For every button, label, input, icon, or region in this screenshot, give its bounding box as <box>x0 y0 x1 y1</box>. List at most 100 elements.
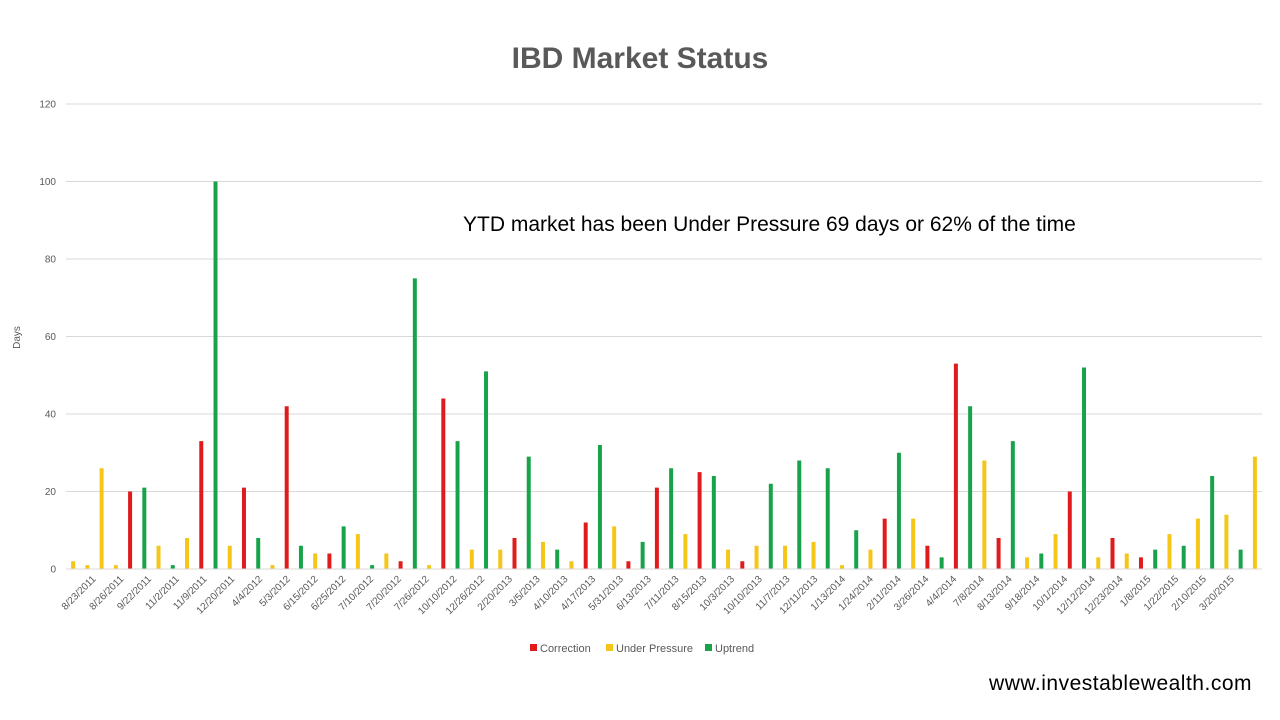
bar-correction <box>398 561 403 569</box>
y-tick-label: 20 <box>45 487 57 498</box>
bar-uptrend <box>170 565 175 570</box>
bar-correction <box>740 561 745 569</box>
legend-swatch-uptrend <box>705 644 712 651</box>
bar-under-pressure <box>355 534 360 570</box>
bar-correction <box>626 561 631 569</box>
y-tick-label: 80 <box>45 255 57 266</box>
bars <box>71 181 1257 570</box>
bar-under-pressure <box>71 561 76 569</box>
bar-under-pressure <box>612 526 617 570</box>
bar-uptrend <box>640 541 645 570</box>
bar-under-pressure <box>982 460 987 569</box>
bar-under-pressure <box>1252 456 1257 570</box>
bar-uptrend <box>1181 545 1186 569</box>
bar-uptrend <box>768 483 773 569</box>
bar-under-pressure <box>839 565 844 570</box>
bar-uptrend <box>896 452 901 569</box>
y-axis-ticks: 0 20 40 60 80 100 120 <box>39 100 56 576</box>
bar-under-pressure <box>1124 553 1129 569</box>
bar-under-pressure <box>726 549 731 570</box>
bar-under-pressure <box>1195 518 1200 570</box>
bar-correction <box>512 538 517 569</box>
bar-correction <box>697 472 702 570</box>
y-tick-label: 40 <box>45 410 57 421</box>
bar-correction <box>654 487 659 570</box>
y-tick-label: 0 <box>50 565 56 576</box>
bar-under-pressure <box>754 545 759 569</box>
bar-under-pressure <box>540 541 545 570</box>
bar-uptrend <box>256 538 261 569</box>
bar-under-pressure <box>99 468 104 569</box>
x-axis-ticks: 8/23/20118/26/20119/22/201111/2/201111/9… <box>60 574 1237 617</box>
bar-uptrend <box>213 181 218 569</box>
bar-under-pressure <box>384 553 389 569</box>
bar-uptrend <box>370 565 375 570</box>
bar-uptrend <box>341 526 346 570</box>
bar-uptrend <box>412 278 417 570</box>
bar-under-pressure <box>683 534 688 570</box>
bar-under-pressure <box>1053 534 1058 570</box>
bar-uptrend <box>968 406 973 569</box>
bar-uptrend <box>1082 367 1087 569</box>
bar-correction <box>128 491 133 569</box>
bar-uptrend <box>825 468 830 569</box>
bar-under-pressure <box>469 549 474 570</box>
legend-label: Uptrend <box>715 643 754 655</box>
legend: Correction Under Pressure Uptrend <box>530 643 754 655</box>
bar-under-pressure <box>569 561 574 569</box>
bar-under-pressure <box>1025 557 1030 570</box>
bar-correction <box>1138 557 1143 570</box>
legend-swatch-under-pressure <box>606 644 613 651</box>
bar-correction <box>996 538 1001 569</box>
bar-uptrend <box>1238 549 1243 570</box>
y-tick-label: 120 <box>39 100 56 111</box>
bar-under-pressure <box>313 553 318 569</box>
bar-uptrend <box>526 456 531 570</box>
legend-swatch-correction <box>530 644 537 651</box>
bar-uptrend <box>455 441 460 570</box>
footer-url: www.investablewealth.com <box>989 672 1252 695</box>
bar-under-pressure <box>1224 514 1229 569</box>
bar-under-pressure <box>85 565 90 570</box>
y-tick-label: 60 <box>45 332 57 343</box>
bar-correction <box>441 398 446 569</box>
bar-uptrend <box>484 371 489 570</box>
bar-under-pressure <box>868 549 873 570</box>
bar-uptrend <box>939 557 944 570</box>
bar-correction <box>882 518 887 570</box>
bar-correction <box>284 406 289 569</box>
bar-under-pressure <box>911 518 916 570</box>
bar-uptrend <box>597 445 602 569</box>
bar-under-pressure <box>156 545 161 569</box>
bar-correction <box>583 522 588 569</box>
bar-correction <box>199 441 204 570</box>
bar-under-pressure <box>783 545 788 569</box>
bar-uptrend <box>797 460 802 569</box>
bar-uptrend <box>711 476 716 569</box>
bar-uptrend <box>298 545 303 569</box>
bar-uptrend <box>669 468 674 569</box>
legend-label: Under Pressure <box>616 643 693 655</box>
bar-uptrend <box>1153 549 1158 570</box>
legend-label: Correction <box>540 643 591 655</box>
bar-under-pressure <box>811 541 816 570</box>
bar-uptrend <box>555 549 560 570</box>
bar-uptrend <box>1010 441 1015 570</box>
bar-under-pressure <box>227 545 232 569</box>
bar-correction <box>1110 538 1115 569</box>
y-tick-label: 100 <box>39 177 56 188</box>
bar-under-pressure <box>1096 557 1101 570</box>
gridlines <box>66 103 1262 492</box>
bar-under-pressure <box>427 565 432 570</box>
bar-uptrend <box>1039 553 1044 569</box>
bar-under-pressure <box>270 565 275 570</box>
chart-title: IBD Market Status <box>511 42 769 75</box>
bar-uptrend <box>142 487 147 570</box>
bar-correction <box>1067 491 1072 569</box>
bar-correction <box>241 487 246 570</box>
bar-under-pressure <box>185 538 190 569</box>
bar-correction <box>925 545 930 569</box>
bar-uptrend <box>854 530 859 569</box>
chart-annotation: YTD market has been Under Pressure 69 da… <box>463 213 1076 236</box>
